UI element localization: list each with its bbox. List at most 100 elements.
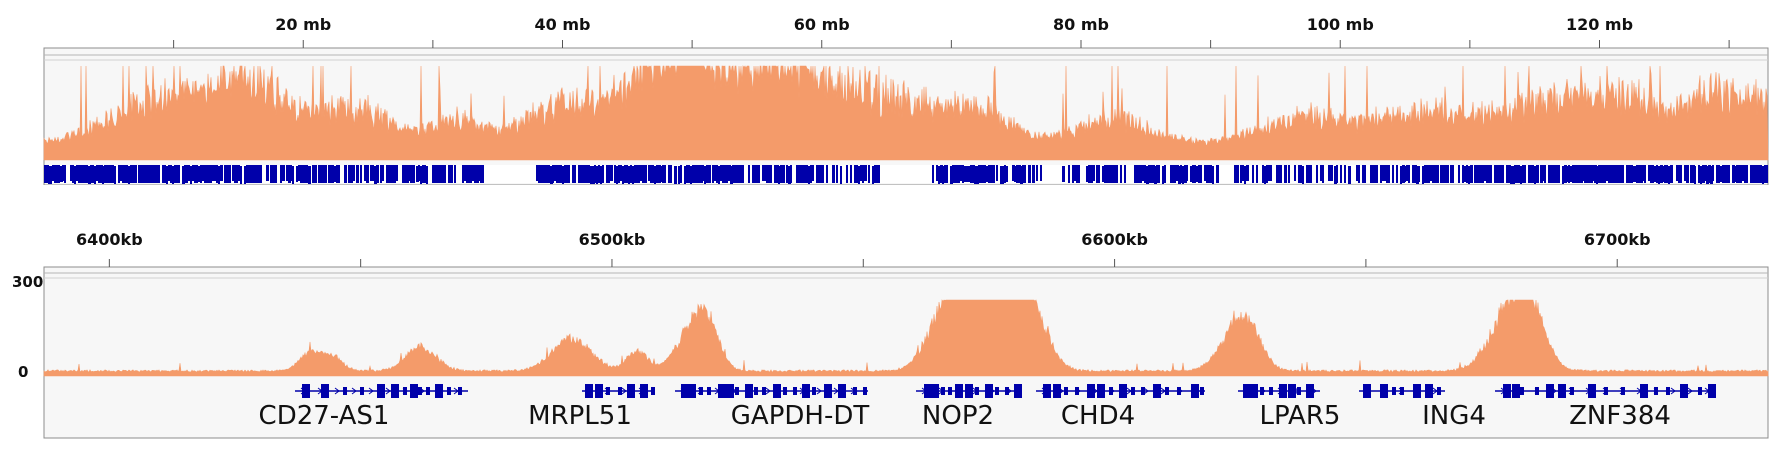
gene-exon (1640, 384, 1648, 398)
gene-marker (148, 165, 150, 183)
gene-exon (1053, 384, 1061, 398)
gene-marker (692, 165, 695, 183)
gene-exon (995, 387, 999, 395)
gene-marker (560, 165, 562, 183)
gene-marker (214, 165, 217, 181)
gene-marker (770, 165, 772, 183)
gene-exon (1191, 384, 1199, 398)
gene-marker (174, 165, 176, 183)
gene-marker (224, 165, 226, 183)
gene-marker (628, 166, 630, 184)
gene-marker (636, 165, 638, 183)
gene-marker (1114, 165, 1117, 183)
ruler-label: 20 mb (275, 15, 331, 34)
gene-marker (942, 166, 944, 184)
gene-marker (244, 166, 246, 184)
gene-marker (440, 165, 442, 183)
gene-marker (324, 165, 327, 183)
gene-marker (1098, 165, 1100, 183)
gene-marker (320, 165, 322, 183)
gene-marker (690, 166, 692, 184)
gene-marker (238, 165, 240, 181)
gene-marker (1694, 166, 1696, 184)
gene-marker (176, 165, 178, 183)
y-axis-max-label: 300 (12, 273, 43, 291)
gene-marker (850, 165, 852, 183)
gene-marker (574, 165, 576, 183)
gene-marker (1632, 166, 1635, 182)
gene-marker (626, 165, 628, 183)
gene-marker (960, 165, 962, 181)
gene-marker (1566, 166, 1569, 182)
gene-marker (566, 165, 569, 183)
gene-marker (958, 165, 960, 183)
gene-marker (1650, 165, 1652, 183)
gene-marker (1236, 165, 1239, 183)
strand-arrow (1260, 387, 1266, 395)
gene-marker (1096, 165, 1098, 183)
gene-marker (734, 165, 736, 183)
gene-marker (372, 165, 374, 181)
gene-marker (74, 166, 76, 184)
gene-exon (377, 384, 385, 398)
gene-marker (950, 166, 953, 184)
gene-marker (152, 165, 154, 183)
gene-marker (1386, 165, 1388, 183)
gene-marker (1434, 165, 1437, 183)
gene-marker (332, 165, 334, 183)
gene-exon (838, 384, 846, 398)
strand-arrow (1636, 387, 1642, 395)
gene-label: ING4 (1422, 401, 1486, 431)
gene-marker (1068, 165, 1070, 183)
gene-marker (1570, 166, 1572, 182)
region-view-svg: 300 0 6400kb 6500kb 6600kb 6700kb CD27-AS1 M… (12, 230, 1769, 439)
gene-exon (1503, 384, 1511, 398)
gene-marker (1208, 165, 1211, 183)
gene-marker (1684, 165, 1686, 181)
strand-arrow (638, 387, 644, 395)
gene-marker (1382, 165, 1385, 181)
gene-marker (1358, 165, 1360, 183)
gene-marker (1076, 165, 1078, 183)
gene-marker (1004, 165, 1006, 183)
gene-marker (1618, 165, 1620, 183)
gene-marker (1306, 165, 1308, 183)
gene-marker (386, 165, 388, 183)
gene-exon (426, 387, 430, 395)
strand-arrow (1704, 387, 1710, 395)
gene-marker (972, 165, 975, 183)
gene-marker (1710, 166, 1713, 184)
gene-marker (868, 165, 870, 183)
gene-label: GAPDH-DT (731, 401, 870, 431)
gene-marker (256, 165, 259, 183)
gene-marker (1508, 165, 1511, 183)
gene-marker (1000, 166, 1003, 184)
gene-marker (670, 165, 672, 183)
strand-arrow (351, 387, 357, 395)
gene-marker (108, 165, 110, 183)
gene-marker (736, 165, 739, 183)
gene-marker (980, 165, 982, 183)
gene-marker (472, 165, 474, 181)
strand-arrow (604, 387, 610, 395)
gene-marker (862, 165, 864, 183)
gene-exon (1698, 387, 1702, 395)
gene-label: MRPL51 (528, 401, 632, 431)
gene-marker (1194, 165, 1196, 183)
gene-marker (72, 165, 74, 183)
gene-marker (1174, 165, 1176, 183)
gene-marker (1156, 165, 1158, 183)
gene-marker (1110, 165, 1112, 183)
gene-marker (426, 166, 428, 184)
gene-marker (314, 165, 317, 183)
gene-marker (1596, 166, 1598, 184)
strand-arrow (1311, 387, 1317, 395)
genome-overview-panel: 20 mb 40 mb 60 mb 80 mb 100 mb 120 mb (0, 0, 1788, 185)
gene-exon (585, 384, 593, 398)
gene-marker (406, 165, 409, 183)
gene-marker (1534, 166, 1536, 184)
gene-marker (1498, 165, 1500, 183)
gene-marker (1422, 166, 1424, 184)
gene-marker (1652, 165, 1654, 183)
gene-marker (1246, 165, 1249, 181)
